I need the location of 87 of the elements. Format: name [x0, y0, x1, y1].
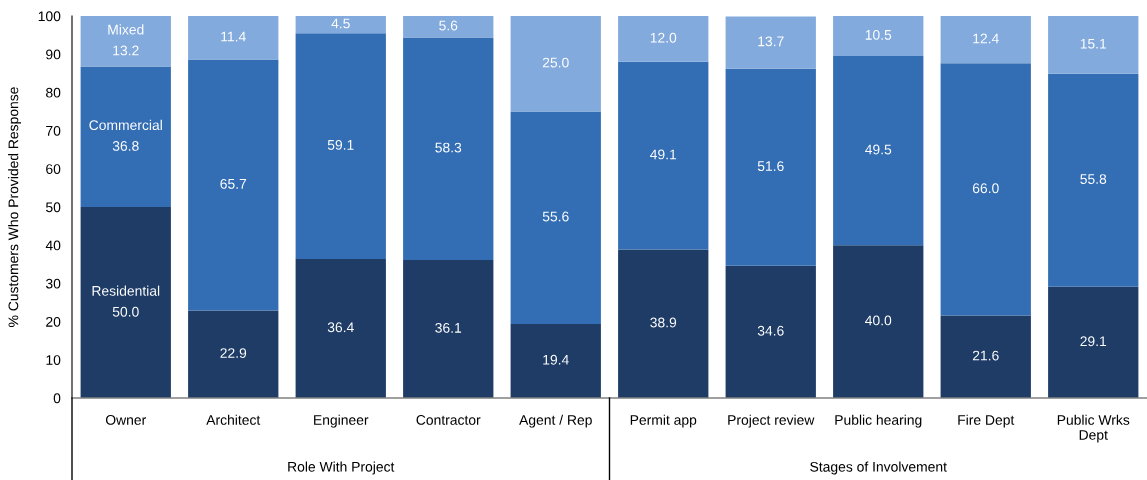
data-label: 40.0: [865, 315, 892, 326]
data-label: 66.0: [972, 183, 999, 194]
data-label: 15.1: [1080, 38, 1107, 49]
bar: [725, 16, 816, 69]
x-tick-label: Public hearing: [835, 414, 922, 428]
data-label: 11.4: [221, 31, 246, 42]
series-label: Commercial: [89, 119, 162, 131]
y-tick-label: 70: [46, 125, 61, 136]
data-label: 59.1: [327, 139, 354, 150]
y-tick-label: 80: [46, 87, 61, 98]
bar: [1048, 286, 1139, 398]
bar: [940, 16, 1031, 64]
data-label: 10.5: [865, 29, 892, 40]
data-label: 4.5: [331, 18, 350, 29]
x-tick-label: Architect: [206, 414, 261, 425]
data-label: 50.0: [112, 306, 139, 317]
y-tick-label: 0: [53, 393, 61, 404]
data-label: 65.7: [220, 178, 247, 189]
y-tick-label: 50: [46, 202, 61, 213]
bar: [833, 245, 924, 398]
data-label: 21.6: [972, 350, 999, 361]
data-label: 58.3: [435, 142, 462, 153]
bar: [940, 315, 1031, 398]
y-tick-label: 30: [45, 278, 61, 289]
bar: [188, 16, 279, 60]
x-tick-label: Owner: [105, 415, 146, 425]
y-tick-label: 10: [46, 355, 61, 365]
data-label: 13.2: [113, 45, 139, 56]
x-tick-label: Permit app: [630, 414, 697, 428]
bar: [618, 16, 709, 62]
data-label: 25.0: [542, 57, 569, 68]
bar: [1048, 73, 1139, 287]
data-label: 36.8: [112, 141, 139, 151]
bar: [510, 323, 601, 398]
data-label: 22.9: [220, 348, 247, 358]
x-tick-label: Project review: [728, 414, 815, 428]
bar: [403, 260, 494, 398]
data-label: 12.0: [650, 32, 677, 43]
bar: [295, 16, 386, 34]
data-label: 49.5: [865, 144, 892, 155]
bar: [940, 63, 1031, 316]
bar: [510, 111, 601, 324]
bar: [618, 249, 709, 398]
bar: [1048, 16, 1139, 74]
y-tick-label: 40: [45, 240, 61, 251]
data-label: 36.1: [435, 322, 462, 333]
bar: [295, 33, 386, 259]
bar: [80, 207, 171, 398]
data-label: 34.6: [757, 325, 784, 336]
bar: [618, 61, 709, 250]
y-tick-label: 20: [46, 316, 61, 327]
x-tick-label: Fire Dept: [958, 414, 1015, 428]
y-tick-label: 60: [46, 164, 61, 174]
bar: [510, 16, 601, 112]
y-tick-label: 90: [46, 49, 61, 60]
data-label: 36.4: [327, 322, 354, 333]
x-tick-label: Contractor: [416, 415, 481, 425]
y-tick-label: 100: [38, 11, 61, 22]
bar: [295, 258, 386, 398]
bar: [188, 59, 279, 311]
bar: [725, 265, 816, 398]
data-label: 55.6: [542, 211, 569, 222]
data-label: 29.1: [1080, 336, 1107, 347]
series-label: Mixed: [108, 24, 144, 35]
bar: [403, 16, 494, 38]
text: Role With Project: [288, 461, 395, 475]
bar: [833, 56, 924, 246]
data-label: 13.7: [758, 36, 784, 47]
bar: [188, 310, 279, 398]
data-label: 5.6: [439, 20, 458, 31]
data-label: 51.6: [757, 161, 784, 171]
series-label: Residential: [92, 285, 160, 296]
bar: [725, 68, 816, 266]
x-tick-label: Public Wrks Dept: [1057, 414, 1130, 443]
data-label: 38.9: [650, 317, 677, 328]
data-label: 12.4: [973, 33, 999, 44]
bar: [833, 16, 924, 57]
data-label: 55.8: [1080, 174, 1107, 184]
data-label: 49.1: [650, 149, 677, 160]
bar: [80, 16, 171, 67]
x-tick-label: Agent / Rep: [519, 414, 592, 428]
x-tick-label: Engineer: [314, 414, 369, 428]
bar: [403, 37, 494, 261]
text: Stages of Involvement: [810, 461, 947, 475]
bar: [80, 66, 171, 207]
y-axis-title: % Customers Who Provided Response: [8, 87, 22, 327]
data-label: 19.4: [543, 354, 569, 365]
